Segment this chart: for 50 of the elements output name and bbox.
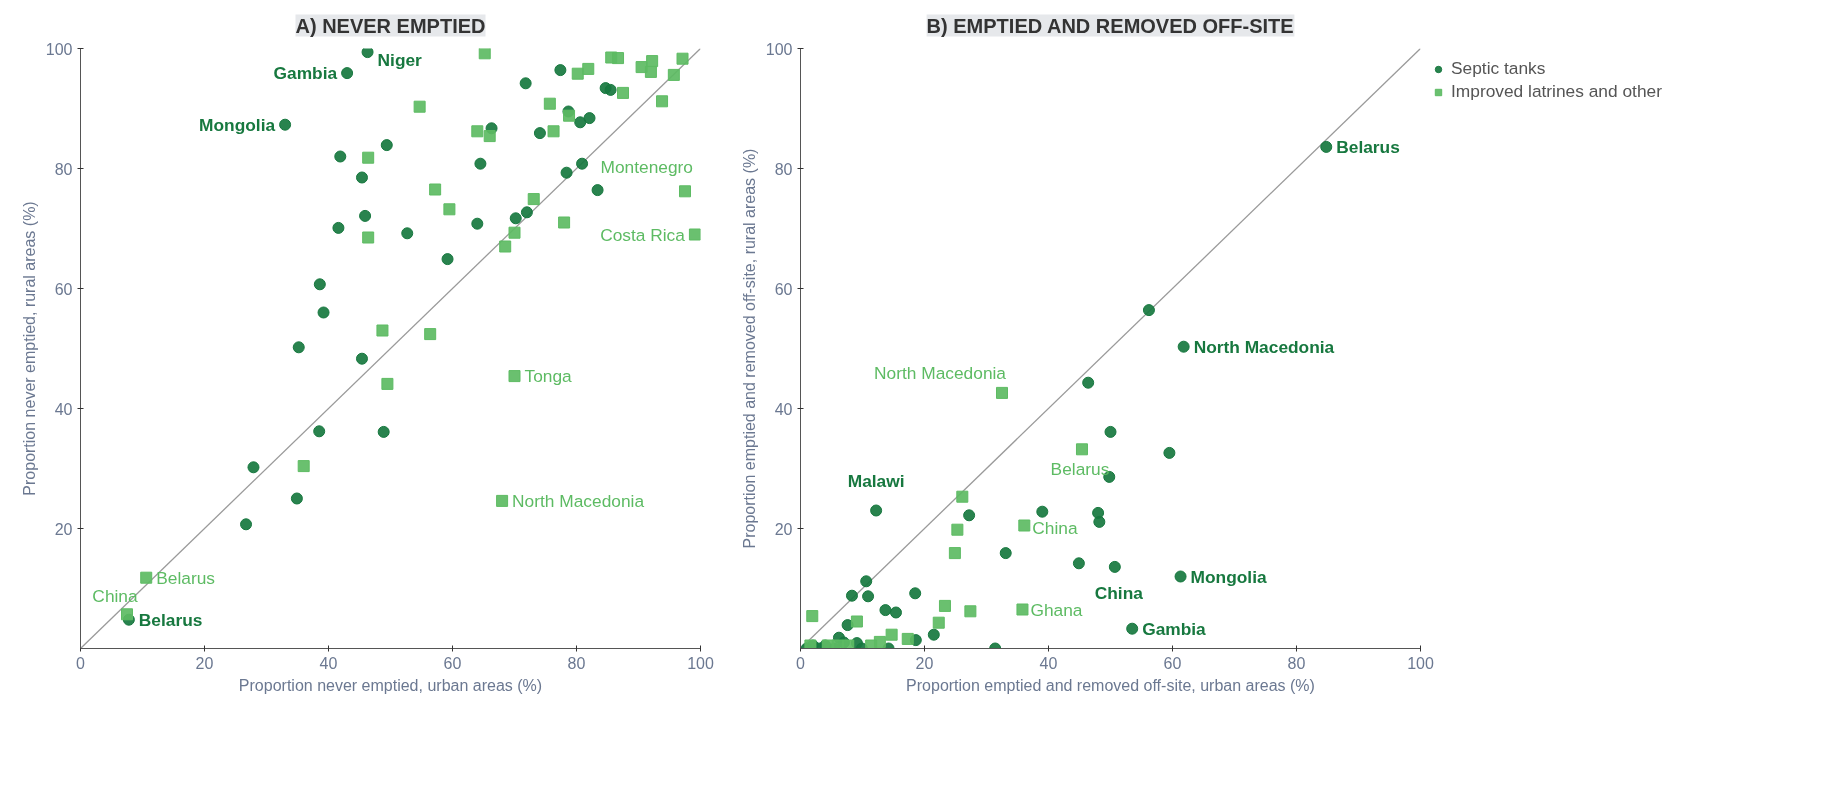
annotation: North Macedonia xyxy=(512,490,645,511)
annotation: Belarus xyxy=(138,609,203,630)
x-tick-label: 80 xyxy=(567,654,586,672)
x-axis-title: Proportion never emptied, urban areas (%) xyxy=(238,676,543,694)
y-tick-label: 60 xyxy=(774,280,793,298)
x-tick-label: 100 xyxy=(1407,654,1434,672)
y-tick-label: 60 xyxy=(54,280,73,298)
chart-title: A) NEVER EMPTIED xyxy=(295,14,486,37)
x-tick-label: 0 xyxy=(796,654,806,672)
annotation: North Macedonia xyxy=(874,362,1007,383)
annotation: Niger xyxy=(377,50,423,71)
y-tick-label: 80 xyxy=(774,160,793,178)
annotation: China xyxy=(92,586,138,607)
x-tick-label: 60 xyxy=(1163,654,1182,672)
annotation: Belarus xyxy=(1050,459,1110,480)
y-tick-label: 40 xyxy=(54,400,73,418)
annotation: Montenegro xyxy=(600,157,694,178)
annotation: China xyxy=(1094,582,1144,603)
annotation: Tonga xyxy=(524,366,573,387)
annotation: Belarus xyxy=(1336,136,1400,157)
y-axis-title: Proportion never emptied, rural areas (%) xyxy=(20,201,38,496)
x-tick-label: 60 xyxy=(443,654,462,672)
x-tick-label: 80 xyxy=(1287,654,1306,672)
annotation: Malawi xyxy=(847,470,905,491)
x-tick-label: 0 xyxy=(76,654,86,672)
annotation: Costa Rica xyxy=(600,224,686,245)
y-tick-label: 20 xyxy=(774,520,793,538)
x-tick-label: 20 xyxy=(195,654,214,672)
annotation: Mongolia xyxy=(1190,566,1267,587)
annotation: Gambia xyxy=(273,63,338,84)
y-tick-label: 100 xyxy=(765,40,793,58)
y-tick-label: 20 xyxy=(54,520,73,538)
x-tick-label: 100 xyxy=(687,654,714,672)
y-tick-label: 100 xyxy=(45,40,73,58)
y-axis-title: Proportion emptied and removed off-site, rural areas (%) xyxy=(740,148,758,549)
annotation: Belarus xyxy=(156,567,216,588)
chart-title: B) EMPTIED AND REMOVED OFF-SITE xyxy=(926,14,1294,37)
x-tick-label: 40 xyxy=(319,654,338,672)
legend-label: Septic tanks xyxy=(1451,58,1547,79)
annotation: Ghana xyxy=(1030,599,1083,620)
y-tick-label: 80 xyxy=(54,160,73,178)
x-tick-label: 40 xyxy=(1039,654,1058,672)
legend-label: Improved latrines and other xyxy=(1451,81,1662,102)
y-tick-label: 40 xyxy=(774,400,793,418)
annotation: North Macedonia xyxy=(1193,336,1335,357)
annotation: Mongolia xyxy=(199,114,276,135)
annotation: Gambia xyxy=(1142,618,1207,639)
x-axis-title: Proportion emptied and removed off-site, urban areas (%) xyxy=(906,676,1315,694)
annotation: China xyxy=(1032,517,1078,538)
x-tick-label: 20 xyxy=(915,654,934,672)
